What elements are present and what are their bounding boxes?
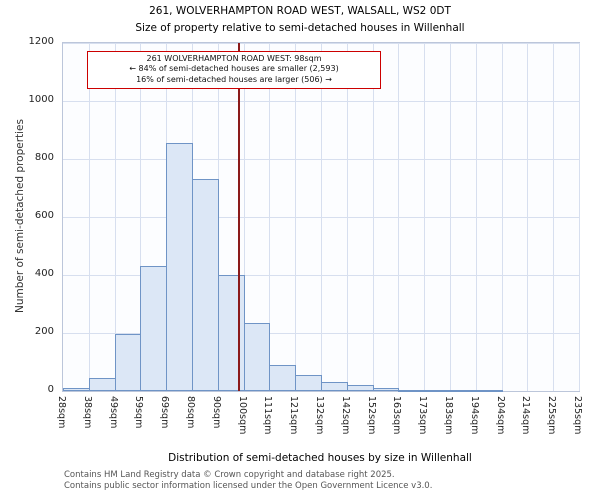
gridline-vertical [295, 43, 297, 391]
gridline-vertical [372, 43, 374, 391]
y-tick-label: 400 [34, 268, 54, 279]
histogram-bar [372, 388, 400, 391]
y-tick-label: 200 [34, 326, 54, 337]
x-tick-label: 90sqm [210, 396, 222, 429]
footer-line-1: Contains HM Land Registry data © Crown c… [64, 470, 395, 480]
x-tick-label: 121sqm [288, 396, 300, 435]
x-tick-label: 132sqm [314, 396, 325, 435]
plot-area: 261 WOLVERHAMPTON ROAD WEST: 98sqm ← 84%… [62, 42, 580, 393]
footer-line-2: Contains public sector information licen… [64, 481, 433, 492]
histogram-bar [295, 375, 322, 391]
x-tick-label: 80sqm [185, 396, 196, 429]
x-tick-label: 100sqm [236, 396, 248, 435]
histogram-bar [166, 143, 193, 391]
histogram-bar [424, 390, 451, 393]
histogram-bar [217, 275, 245, 391]
histogram-bar [475, 390, 503, 393]
x-tick-label: 142sqm [339, 396, 351, 435]
histogram-bar [450, 390, 477, 393]
x-tick-label: 235sqm [572, 396, 583, 435]
x-tick-label: 183sqm [443, 396, 454, 435]
property-size-marker-line [238, 43, 240, 391]
histogram-bar [114, 334, 142, 391]
gridline-vertical [424, 43, 426, 391]
x-tick-label: 163sqm [391, 396, 403, 435]
gridline-vertical [114, 43, 116, 391]
y-tick-label: 600 [34, 210, 54, 221]
x-tick-label: 111sqm [262, 396, 274, 435]
gridline-vertical [398, 43, 400, 391]
gridline-vertical [475, 43, 477, 391]
x-tick-label: 214sqm [520, 396, 532, 435]
x-tick-label: 152sqm [365, 396, 377, 435]
y-tick-label: 1200 [28, 36, 54, 47]
gridline-vertical [321, 43, 322, 391]
chart-title: 261, WOLVERHAMPTON ROAD WEST, WALSALL, W… [149, 5, 451, 17]
x-axis-label: Distribution of semi-detached houses by … [168, 452, 472, 464]
gridline-vertical [243, 43, 245, 391]
gridline-vertical [346, 43, 348, 391]
histogram-bar [269, 364, 297, 391]
chart-subtitle: Size of property relative to semi-detach… [135, 22, 465, 34]
gridline-vertical [450, 43, 451, 391]
histogram-bar [63, 388, 90, 391]
histogram-bar [321, 382, 348, 391]
histogram-bar [140, 266, 168, 391]
gridline-vertical [579, 43, 580, 391]
annotation-box: 261 WOLVERHAMPTON ROAD WEST: 98sqm ← 84%… [87, 51, 381, 90]
attribution-footer: Contains HM Land Registry data © Crown c… [64, 470, 432, 493]
histogram-bar [192, 179, 219, 391]
gridline-vertical [140, 43, 142, 391]
gridline-vertical [553, 43, 555, 391]
histogram-bar [243, 322, 271, 391]
x-tick-label: 38sqm [81, 396, 93, 429]
gridline-vertical [501, 43, 503, 391]
x-tick-label: 194sqm [468, 396, 480, 435]
histogram-bar [88, 377, 116, 391]
annotation-line-3: 16% of semi-detached houses are larger (… [136, 74, 332, 84]
x-tick-label: 173sqm [417, 396, 429, 435]
gridline-vertical [269, 43, 271, 391]
x-tick-label: 28sqm [56, 396, 67, 429]
gridline-vertical [527, 43, 529, 391]
histogram-bar [346, 385, 374, 391]
gridline-vertical [88, 43, 90, 391]
x-tick-label: 69sqm [159, 396, 171, 429]
y-tick-label: 800 [34, 152, 54, 163]
x-tick-label: 59sqm [133, 396, 145, 429]
x-tick-label: 225sqm [546, 396, 558, 435]
histogram-bar [398, 389, 426, 392]
x-tick-label: 49sqm [107, 396, 119, 429]
y-tick-label: 1000 [28, 94, 54, 105]
y-tick-label: 0 [47, 384, 54, 395]
annotation-line-2: ← 84% of semi-detached houses are smalle… [129, 64, 339, 74]
x-tick-label: 204sqm [494, 396, 506, 435]
annotation-line-1: 261 WOLVERHAMPTON ROAD WEST: 98sqm [146, 54, 322, 63]
